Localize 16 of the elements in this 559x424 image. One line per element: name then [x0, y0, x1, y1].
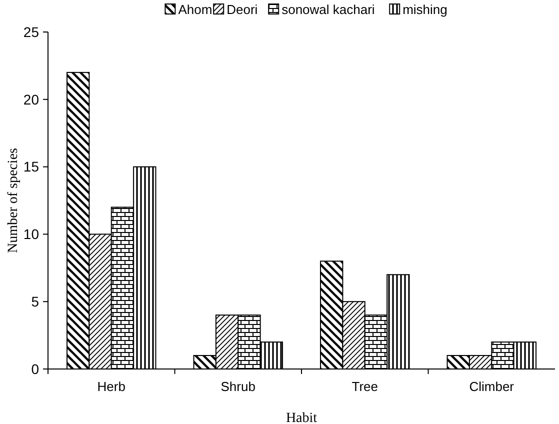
x-tick-label: Shrub	[220, 379, 256, 394]
legend-label: Deori	[226, 2, 258, 17]
y-tick-label: 20	[23, 91, 40, 108]
y-axis-title: Number of species	[6, 148, 21, 253]
y-tick-label: 0	[31, 360, 40, 377]
y-tick-label: 10	[23, 226, 40, 242]
x-tick-label: Climber	[469, 379, 515, 394]
x-tick-label: Tree	[352, 379, 378, 394]
legend-label: mishing	[402, 2, 448, 17]
legend-label: sonowal kachari	[282, 2, 375, 17]
y-tick-label: 25	[23, 24, 40, 40]
x-axis-title: Habit	[286, 411, 318, 424]
legend-label: Ahom	[178, 2, 212, 17]
y-tick-label: 5	[31, 294, 40, 310]
x-tick-label: Herb	[97, 379, 126, 394]
y-tick-label: 15	[23, 158, 40, 175]
